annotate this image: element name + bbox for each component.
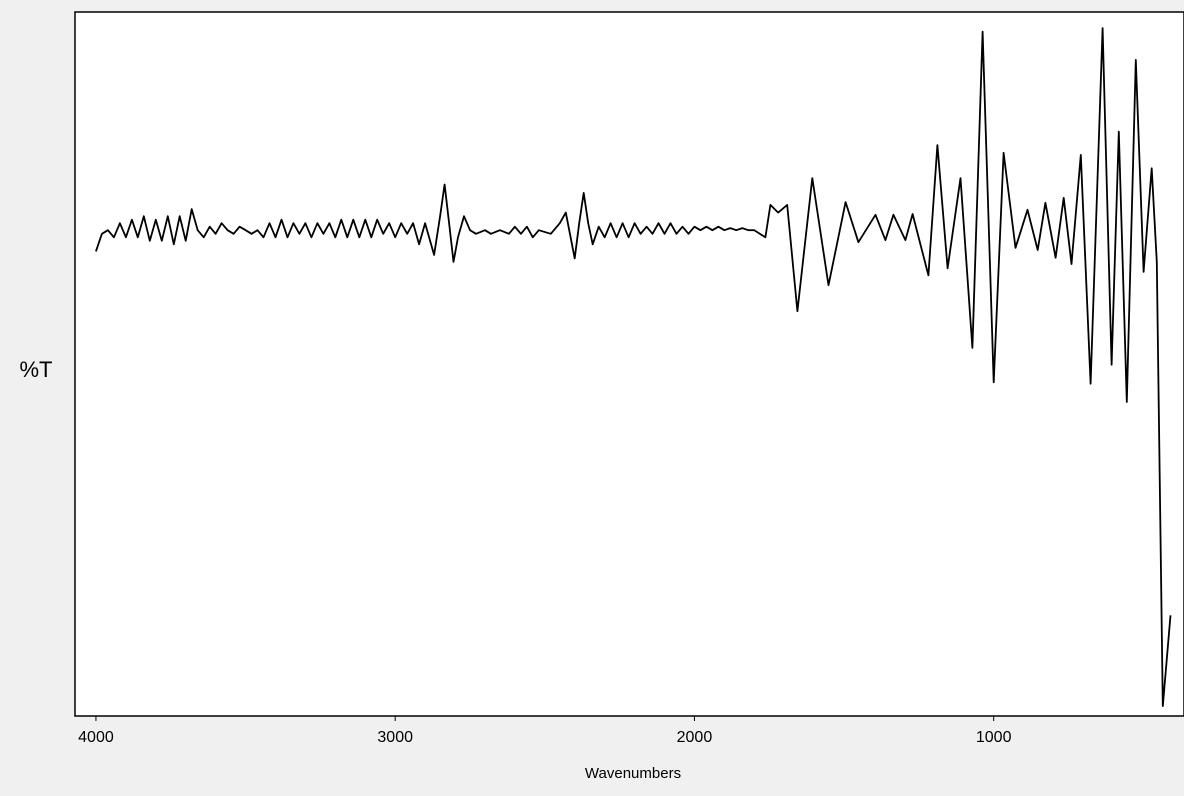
x-tick-label: 1000 [976, 729, 1012, 746]
x-tick-label: 3000 [377, 729, 413, 746]
plot-area [74, 11, 1184, 717]
x-tick-label: 2000 [677, 729, 713, 746]
x-axis-label: Wavenumbers [585, 765, 681, 782]
y-axis-label: %T [20, 357, 53, 382]
spectrum-line [95, 27, 1172, 707]
x-tick-label: 4000 [78, 729, 114, 746]
